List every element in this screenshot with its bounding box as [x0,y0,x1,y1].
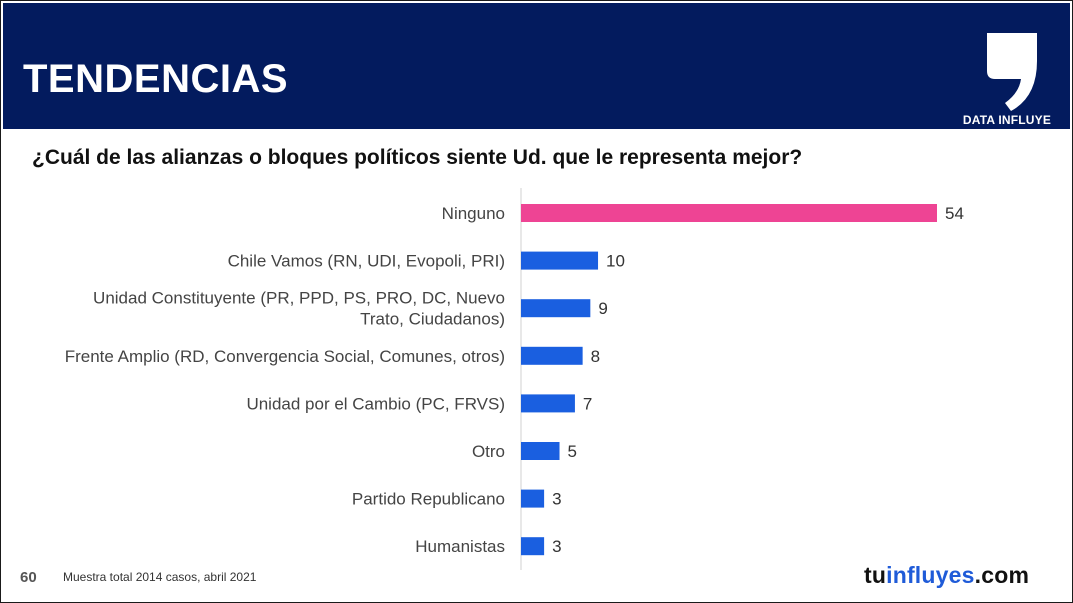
slide-header: TENDENCIAS DATA INFLUYE [3,3,1070,129]
category-label-0: Ninguno [442,204,505,223]
page-title: TENDENCIAS [23,57,289,101]
category-label-5: Otro [472,442,505,461]
value-label-7: 3 [552,537,561,556]
bar-0 [521,204,937,222]
value-label-1: 10 [606,252,625,271]
bar-4 [521,394,575,413]
sample-note: Muestra total 2014 casos, abril 2021 [63,570,257,584]
bar-3 [521,346,583,365]
category-label-line: Partido Republicano [352,490,505,509]
brand-part-influyes: influyes [886,562,975,588]
category-label-line: Trato, Ciudadanos) [360,310,505,329]
category-label-2: Unidad Constituyente (PR, PPD, PS, PRO, … [93,289,505,329]
bar-6 [521,489,545,508]
category-label-line: Unidad por el Cambio (PC, FRVS) [246,394,505,413]
bar-5 [521,442,560,460]
category-label-line: Otro [472,442,505,461]
value-label-5: 5 [568,442,577,461]
category-label-6: Partido Republicano [352,490,505,509]
category-label-line: Humanistas [415,537,505,556]
category-label-4: Unidad por el Cambio (PC, FRVS) [246,394,505,413]
category-label-3: Frente Amplio (RD, Convergencia Social, … [65,347,505,366]
brand-part-com: .com [974,562,1030,588]
value-label-2: 9 [598,299,607,318]
quote-logo-icon [987,33,1037,111]
category-label-line: Unidad Constituyente (PR, PPD, PS, PRO, … [93,289,505,308]
category-label-1: Chile Vamos (RN, UDI, Evopoli, PRI) [228,252,505,271]
category-label-line: Frente Amplio (RD, Convergencia Social, … [65,347,505,366]
bar-7 [521,537,545,556]
value-label-6: 3 [552,490,561,509]
page-number: 60 [20,569,37,586]
category-label-line: Chile Vamos (RN, UDI, Evopoli, PRI) [228,252,505,271]
bar-2 [521,299,591,318]
question-title: ¿Cuál de las alianzas o bloques político… [32,146,803,169]
value-label-0: 54 [945,204,964,223]
brand-part-tu: tu [864,562,887,588]
brand-logo: tuinfluyes.com [864,562,1029,589]
category-label-line: Ninguno [442,204,505,223]
value-label-4: 7 [583,394,592,413]
bar-1 [521,251,599,270]
logo-label: DATA INFLUYE [962,113,1052,127]
category-label-7: Humanistas [415,537,505,556]
value-label-3: 8 [591,347,600,366]
